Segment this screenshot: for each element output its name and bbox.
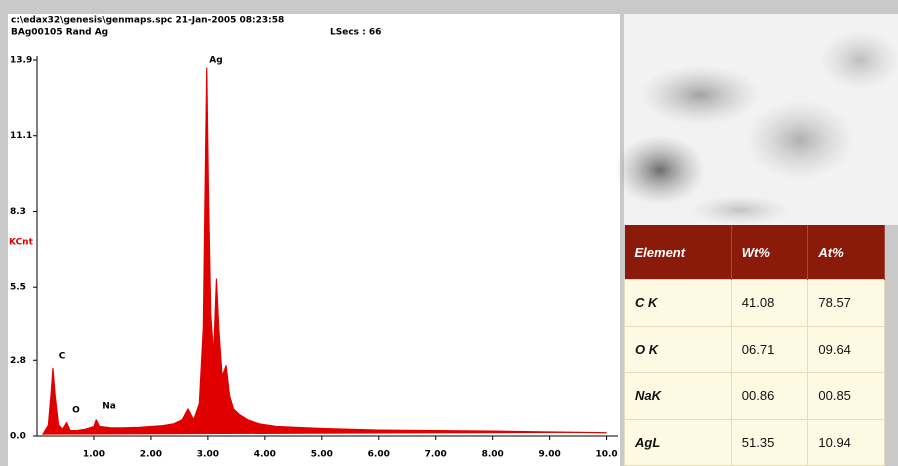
dark-region <box>690 195 790 225</box>
x-tick-label: 8.00 <box>482 450 504 460</box>
y-tick-label: 2.8 <box>10 356 26 366</box>
element-cell: C K <box>624 279 732 327</box>
peak-label: O <box>72 406 80 416</box>
x-tick-label: 6.00 <box>368 450 390 460</box>
value-cell: 78.57 <box>807 279 885 327</box>
dark-region <box>745 100 855 180</box>
value-cell: 00.85 <box>807 372 885 420</box>
element-cell: O K <box>624 325 732 373</box>
composition-table: Element Wt% At% C K 41.08 78.57 O K 06.71 09.… <box>624 225 885 466</box>
dark-region <box>615 135 705 205</box>
x-tick-label: 2.00 <box>140 450 162 460</box>
peak-label: C <box>59 352 66 362</box>
y-tick-label: 0.0 <box>10 432 26 442</box>
table-row: C K 41.08 78.57 <box>624 279 885 327</box>
value-cell: 06.71 <box>730 325 809 373</box>
micrograph <box>615 14 898 225</box>
dark-region <box>640 65 760 125</box>
value-cell: 00.86 <box>730 372 809 420</box>
y-tick-label: 5.5 <box>10 283 26 293</box>
table-body: C K 41.08 78.57 O K 06.71 09.64 NaK 00.86 00.85 A… <box>624 279 885 466</box>
y-tick-label: 8.3 <box>10 207 26 217</box>
value-cell: 10.94 <box>807 418 885 466</box>
x-tick-label: 1.00 <box>83 450 105 460</box>
y-axis-label: KCnt <box>9 238 34 248</box>
value-cell: 41.08 <box>730 279 809 327</box>
element-cell: NaK <box>624 372 732 420</box>
sample-name: BAg00105 Rand Ag <box>11 28 108 38</box>
x-tick-label: 3.00 <box>197 450 219 460</box>
value-cell: 09.64 <box>807 325 885 373</box>
peak-label: Na <box>102 402 116 412</box>
live-seconds: LSecs : 66 <box>330 28 381 38</box>
peak-label: Ag <box>209 56 222 66</box>
table-row: AgL 51.35 10.94 <box>624 418 885 466</box>
x-tick-label: 9.00 <box>539 450 561 460</box>
header-cell: Element <box>624 225 732 280</box>
header-cell: At% <box>807 225 885 280</box>
table-row: NaK 00.86 00.85 <box>624 372 885 420</box>
y-tick-label: 13.9 <box>10 56 32 66</box>
header-row: Element Wt% At% <box>624 225 885 280</box>
x-tick-label: 4.00 <box>254 450 276 460</box>
y-tick-label: 11.1 <box>10 131 32 141</box>
value-cell: 51.35 <box>730 418 809 466</box>
dark-region <box>820 30 898 90</box>
x-tick-label: 7.00 <box>425 450 447 460</box>
file-info: c:\edax32\genesis\genmaps.spc 21-Jan-200… <box>11 16 284 26</box>
element-cell: AgL <box>624 418 732 466</box>
spectrum <box>42 67 607 435</box>
table-row: O K 06.71 09.64 <box>624 325 885 373</box>
x-tick-label: 5.00 <box>311 450 333 460</box>
spectrum-background <box>8 14 620 466</box>
header-cell: Wt% <box>731 225 809 280</box>
x-tick-label: 10.0 <box>595 450 617 460</box>
